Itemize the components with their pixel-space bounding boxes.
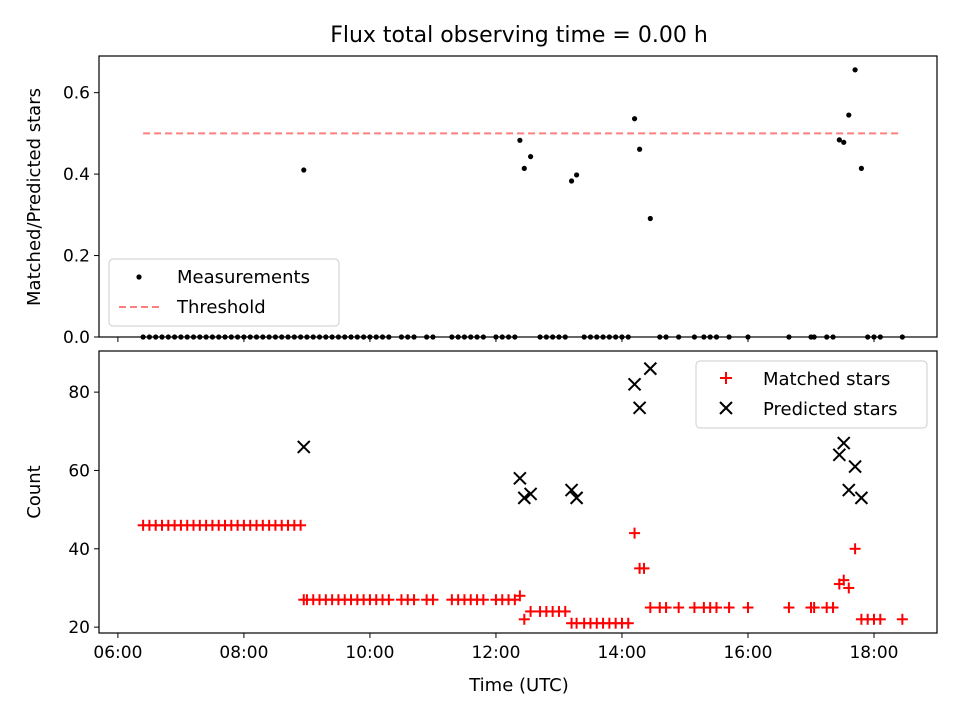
matched-stars-point [427, 594, 439, 606]
measurements-point [846, 112, 852, 118]
matched-stars-point [843, 582, 855, 594]
matched-stars-point [518, 613, 530, 625]
legend-marker-measurements [136, 274, 142, 280]
matched-stars-point [827, 602, 839, 614]
matched-stars-point [408, 594, 420, 606]
matched-stars-point [783, 602, 795, 614]
matched-stars-point [638, 562, 650, 574]
predicted-stars-point [297, 440, 311, 454]
top-panel: Flux total observing time = 0.00 h 0.00.… [24, 23, 938, 348]
y-tick-label: 0.2 [63, 247, 90, 267]
predicted-stars-point [842, 483, 856, 497]
predicted-stars-point [854, 491, 869, 505]
measurements-point [301, 167, 307, 173]
matched-stars-point [896, 613, 908, 625]
measurements-point [852, 67, 858, 73]
y-tick-label: 0.0 [63, 328, 90, 348]
matched-stars-point [629, 527, 641, 539]
x-axis-label: Time (UTC) [468, 675, 569, 696]
legend-label-measurements: Measurements [177, 267, 310, 288]
predicted-stars-point [832, 448, 847, 462]
top-x-ticks [117, 337, 875, 342]
legend-marker-matched-stars [720, 372, 732, 384]
matched-stars-point [849, 543, 861, 555]
measurements-point [573, 172, 580, 178]
x-tick-label: 08:00 [219, 643, 268, 663]
matched-stars-point [644, 602, 656, 614]
predicted-stars-point [848, 459, 862, 474]
measurements-point [528, 153, 534, 160]
bottom-y-axis-label: Count [24, 465, 45, 518]
x-tick-label: 14:00 [597, 643, 646, 663]
x-tick-label: 06:00 [93, 643, 142, 663]
bottom-legend-box [695, 360, 928, 429]
y-tick-label: 0.6 [63, 84, 90, 104]
matched-stars-point [742, 602, 754, 614]
legend-label-matched-stars: Matched stars [763, 369, 890, 390]
measurements-point [841, 139, 847, 145]
matched-stars-point [688, 602, 700, 614]
predicted-stars-point [569, 491, 584, 505]
predicted-stars-point [523, 487, 538, 501]
matched-stars-point [874, 613, 886, 625]
matched-stars-point [559, 605, 571, 617]
y-tick-label: 60 [68, 461, 90, 481]
bottom-y-ticks: 20 40 60 80 [68, 383, 99, 638]
predicted-stars-point [632, 401, 647, 415]
matched-stars-point [673, 602, 685, 614]
predicted-stars-point [513, 471, 527, 485]
matched-stars-point [710, 602, 722, 614]
measurements-point [637, 146, 643, 152]
bottom-panel: 20 40 60 80 06:00 08:00 10:00 12:00 14:00 16:00 1… [24, 350, 938, 696]
measurements-point [517, 137, 523, 143]
top-y-ticks: 0.0 0.2 0.4 0.6 [63, 84, 99, 348]
y-tick-label: 0.4 [63, 165, 90, 185]
measurements-point [568, 178, 575, 184]
measurements-point [858, 165, 864, 171]
top-legend-box [108, 258, 340, 327]
matched-stars-point [808, 602, 820, 614]
bottom-series-layer [137, 361, 908, 629]
matched-stars-point [477, 594, 489, 606]
chart-title: Flux total observing time = 0.00 h [330, 23, 708, 48]
matched-stars-point [622, 617, 634, 629]
predicted-stars-point [517, 491, 532, 505]
legend-marker-predicted-stars [719, 401, 733, 415]
matched-stars-point [295, 519, 307, 531]
y-tick-label: 40 [68, 540, 90, 560]
matched-stars-point [660, 602, 672, 614]
matched-stars-point [723, 602, 735, 614]
matched-stars-point [514, 590, 526, 602]
top-legend: Measurements Threshold [108, 258, 340, 327]
x-tick-label: 16:00 [723, 643, 772, 663]
bottom-legend: Matched stars Predicted stars [695, 360, 928, 429]
predicted-stars-point [627, 377, 642, 391]
bottom-plot-frame [98, 350, 938, 634]
matched-stars-point [383, 594, 395, 606]
y-tick-label: 20 [68, 618, 90, 638]
measurements-point [647, 215, 653, 222]
predicted-stars-point [643, 361, 658, 376]
x-tick-label: 12:00 [471, 643, 520, 663]
bottom-x-ticks: 06:00 08:00 10:00 12:00 14:00 16:00 18:00 [93, 633, 898, 663]
measurements-point [631, 116, 638, 122]
predicted-stars-point [564, 483, 579, 497]
top-plot-frame [98, 55, 938, 338]
matched-stars-point [525, 605, 537, 617]
top-y-axis-label: Matched/Predicted stars [24, 88, 45, 306]
x-tick-label: 10:00 [345, 643, 394, 663]
measurements-point [836, 137, 842, 143]
measurements-point [521, 165, 527, 171]
x-tick-label: 18:00 [849, 643, 898, 663]
legend-label-predicted-stars: Predicted stars [763, 399, 897, 420]
matched-stars-point [838, 574, 850, 586]
y-tick-label: 80 [68, 383, 90, 403]
legend-label-threshold: Threshold [176, 297, 266, 318]
predicted-stars-point [837, 436, 851, 450]
